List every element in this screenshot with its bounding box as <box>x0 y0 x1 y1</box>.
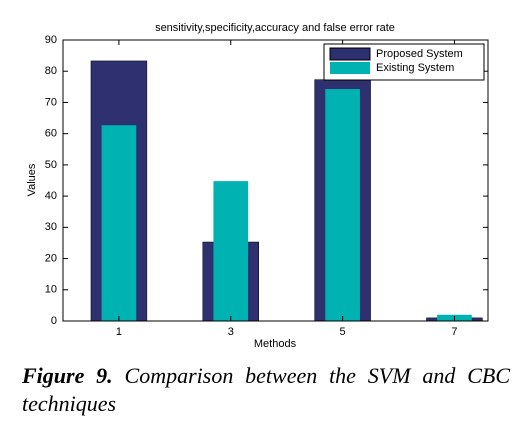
caption-label: Figure 9. <box>22 363 113 388</box>
chart: sensitivity,specificity,accuracy and fal… <box>26 22 489 350</box>
y-tick-label: 40 <box>45 190 57 202</box>
y-tick-label: 60 <box>45 128 57 140</box>
legend-swatch <box>330 62 370 74</box>
y-tick-label: 80 <box>45 65 57 77</box>
caption: Figure 9. Comparison between the SVM and… <box>22 362 510 418</box>
x-tick-label: 1 <box>116 326 122 338</box>
legend-label: Existing System <box>376 62 454 74</box>
chart-title: sensitivity,specificity,accuracy and fal… <box>155 22 395 34</box>
y-tick-label: 50 <box>45 159 57 171</box>
y-tick-label: 90 <box>45 34 57 46</box>
bar <box>101 125 137 321</box>
bar <box>213 181 249 321</box>
legend-swatch <box>329 47 371 61</box>
caption-text: Comparison between the SVM and CBC techn… <box>22 363 510 416</box>
y-tick-label: 20 <box>45 252 57 264</box>
legend-label: Proposed System <box>376 48 463 60</box>
y-tick-label: 0 <box>51 315 57 327</box>
x-tick-label: 5 <box>340 326 346 338</box>
y-tick-label: 30 <box>45 221 57 233</box>
x-tick-label: 3 <box>228 326 234 338</box>
y-tick-label: 70 <box>45 96 57 108</box>
bar <box>325 89 360 321</box>
plot-frame <box>62 39 489 322</box>
y-tick-label: 10 <box>45 284 57 296</box>
y-axis-label: Values <box>26 163 38 196</box>
x-axis-label: Methods <box>254 338 297 350</box>
x-tick-label: 7 <box>451 326 457 338</box>
